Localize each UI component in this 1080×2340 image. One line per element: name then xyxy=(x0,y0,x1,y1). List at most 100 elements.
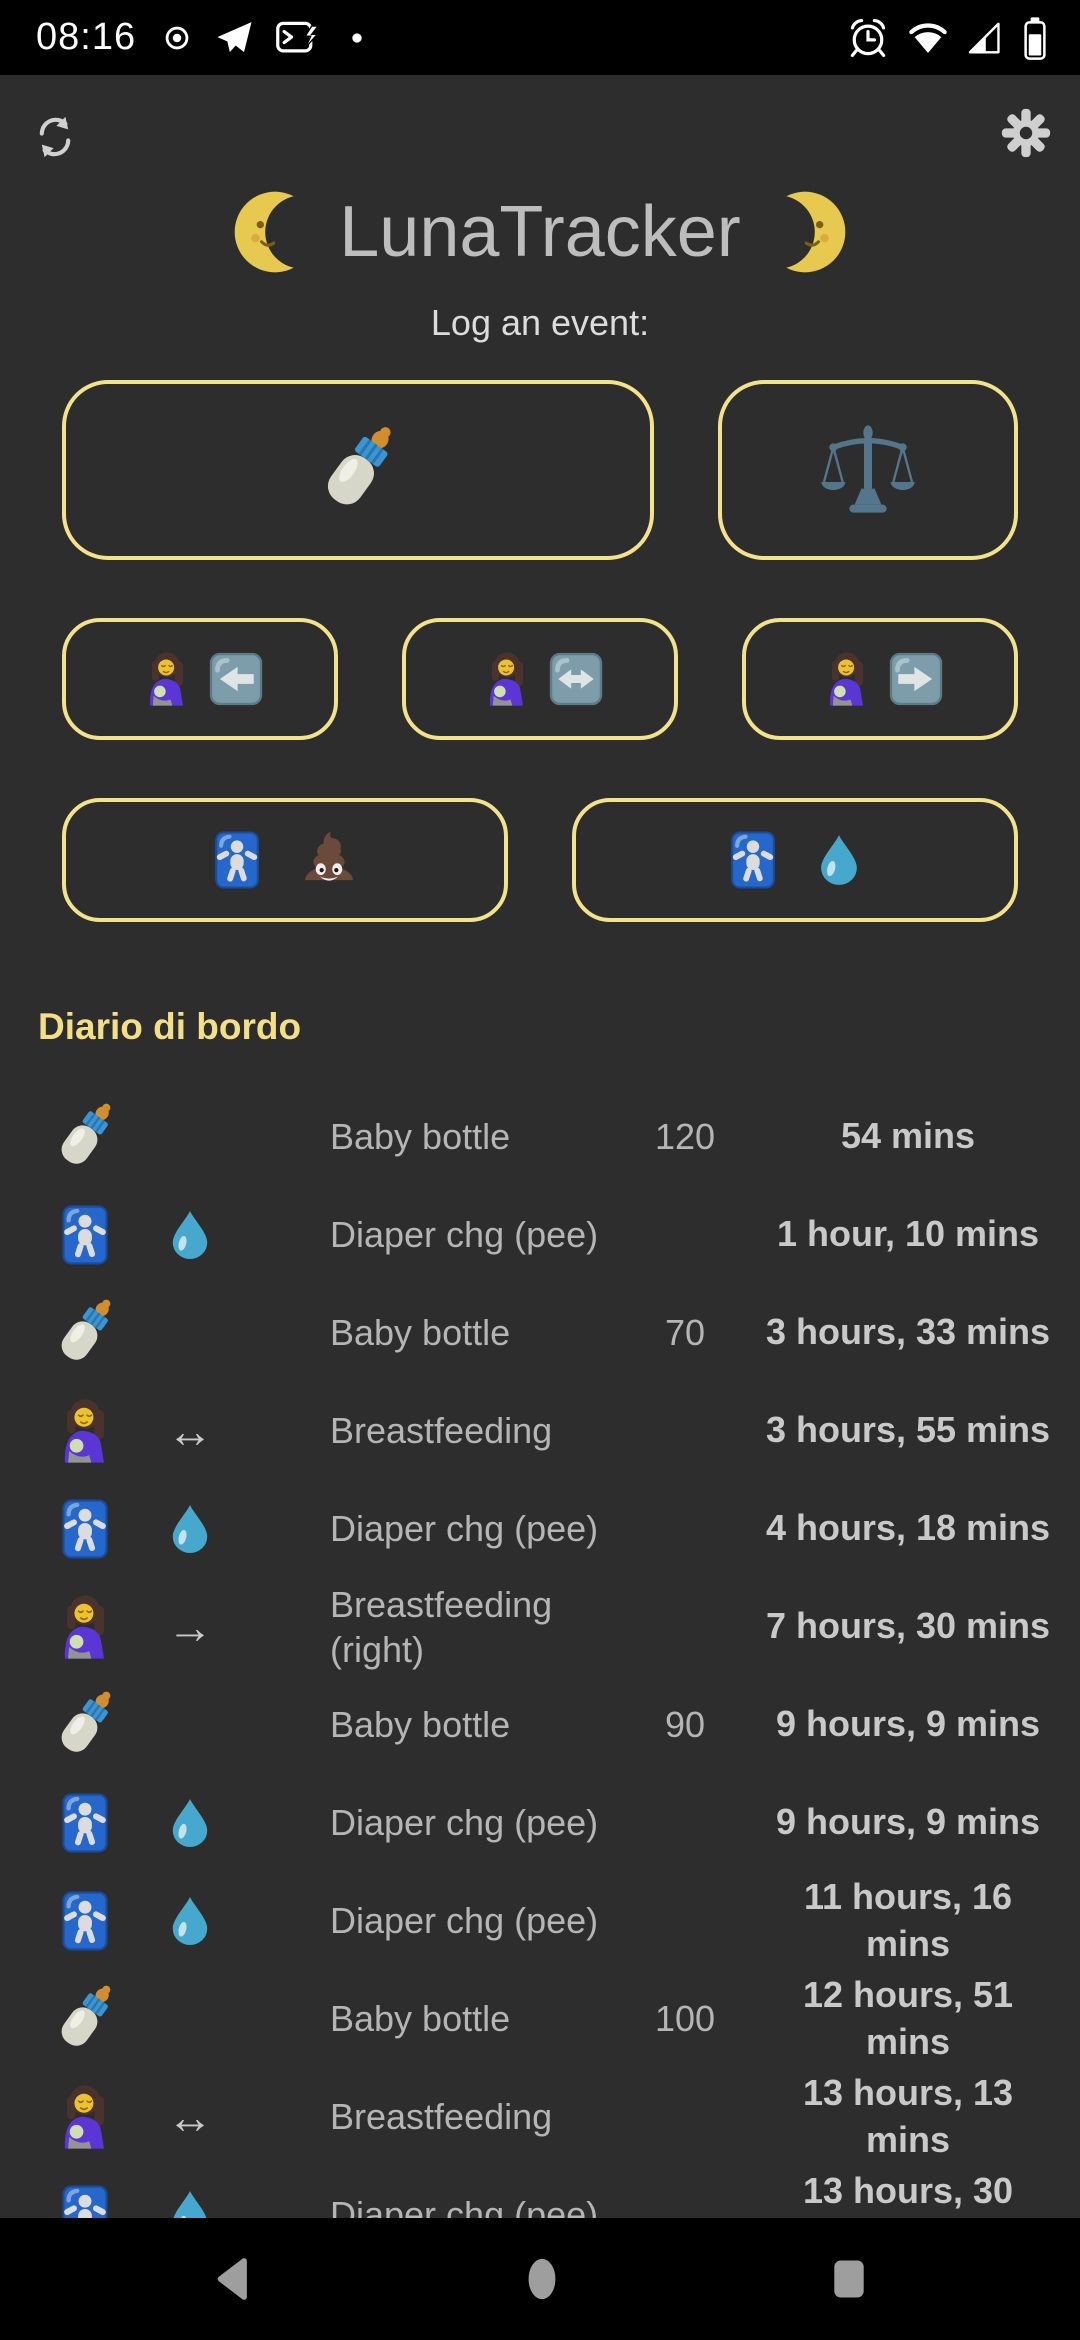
baby-bottle-icon xyxy=(43,1095,127,1179)
log-entry-icon-cell xyxy=(40,1977,130,2061)
baby-bottle-icon xyxy=(43,1291,127,1375)
baby-bottle-icon xyxy=(304,416,412,524)
event-elapsed-time: 3 hours, 55 mins xyxy=(765,1409,1051,1451)
log-entry-secondary-icon-cell: → xyxy=(130,1604,250,1650)
baby-symbol-icon xyxy=(54,1199,116,1271)
event-elapsed-time: 54 mins xyxy=(840,1115,976,1157)
log-entry-row[interactable]: ↔ Breastfeeding 3 hours, 55 mins xyxy=(0,1382,1080,1480)
nav-back-icon[interactable] xyxy=(208,2251,258,2307)
app-title: LunaTracker xyxy=(0,184,1080,280)
log-entry-row[interactable]: Baby bottle 70 3 hours, 33 mins xyxy=(0,1284,1080,1382)
droplet-icon xyxy=(163,1494,217,1564)
log-entry-secondary-icon-cell: ↔ xyxy=(130,2094,250,2140)
baby-bottle-icon xyxy=(43,1683,127,1767)
terminal-flash-notification-icon xyxy=(274,16,320,60)
settings-gear-icon[interactable] xyxy=(998,105,1054,161)
log-entry-row[interactable]: → Breastfeeding (right) 7 hours, 30 mins xyxy=(0,1578,1080,1676)
event-name: Breastfeeding xyxy=(330,1410,553,1452)
event-button-row xyxy=(62,379,1018,560)
notification-dot-icon xyxy=(350,31,364,45)
baby-symbol-icon xyxy=(54,1885,116,1957)
arrow-both-icon: ↔ xyxy=(167,1404,213,1457)
event-quantity: 70 xyxy=(664,1311,706,1353)
droplet-icon xyxy=(811,825,867,895)
log-entry-row[interactable]: Diaper chg (pee) 4 hours, 18 mins xyxy=(0,1480,1080,1578)
arrow-right-icon: → xyxy=(167,1600,213,1653)
event-elapsed-time: 9 hours, 9 mins xyxy=(775,1703,1041,1745)
baby-symbol-icon xyxy=(207,825,267,895)
droplet-icon xyxy=(163,1886,217,1956)
breastfeeding-icon xyxy=(135,647,199,711)
log-entry-icon-cell xyxy=(40,2079,130,2155)
event-name: Diaper chg (pee) xyxy=(330,1802,599,1844)
status-bar-right xyxy=(846,14,1050,62)
android-nav-bar xyxy=(0,2218,1080,2340)
log-entry-row[interactable]: Baby bottle 90 9 hours, 9 mins xyxy=(0,1676,1080,1774)
event-elapsed-time: 13 hours, 13 mins xyxy=(802,2072,1014,2160)
log-breastfeeding-right-button[interactable] xyxy=(742,617,1018,740)
record-dot-icon xyxy=(160,21,194,55)
event-quantity: 90 xyxy=(664,1703,706,1745)
log-entry-row[interactable]: Diaper chg (pee) 11 hours, 16 mins xyxy=(0,1872,1080,1970)
breastfeeding-icon xyxy=(47,2079,123,2155)
clock-time: 08:16 xyxy=(36,16,137,58)
baby-bottle-icon xyxy=(43,1977,127,2061)
log-bottle-feed-button[interactable] xyxy=(62,379,654,560)
event-elapsed-time: 1 hour, 10 mins xyxy=(776,1213,1040,1255)
log-entry-icon-cell xyxy=(40,1493,130,1565)
event-buttons-section xyxy=(0,379,1080,922)
event-elapsed-time: 9 hours, 9 mins xyxy=(775,1801,1041,1843)
event-name: Diaper chg (pee) xyxy=(330,1508,599,1550)
event-elapsed-time: 12 hours, 51 mins xyxy=(802,1974,1014,2062)
log-entry-row[interactable]: Diaper chg (pee) 9 hours, 9 mins xyxy=(0,1774,1080,1872)
event-name: Baby bottle xyxy=(330,1116,511,1158)
event-button-row xyxy=(62,617,1018,740)
balance-scale-icon xyxy=(820,422,916,518)
event-elapsed-time: 11 hours, 16 mins xyxy=(803,1876,1013,1964)
log-heading: Diario di bordo xyxy=(38,1005,302,1047)
wifi-icon xyxy=(906,18,950,58)
log-entry-secondary-icon-cell: ↔ xyxy=(130,1408,250,1454)
droplet-icon xyxy=(163,1788,217,1858)
breastfeeding-icon xyxy=(475,647,539,711)
log-entry-secondary-icon-cell xyxy=(130,1200,250,1270)
log-entry-icon-cell xyxy=(40,1393,130,1469)
log-entry-icon-cell xyxy=(40,1291,130,1375)
event-elapsed-time: 4 hours, 18 mins xyxy=(765,1507,1051,1549)
log-entry-row[interactable]: ↔ Breastfeeding 13 hours, 13 mins xyxy=(0,2068,1080,2166)
log-breastfeeding-both-button[interactable] xyxy=(402,617,678,740)
cell-signal-icon xyxy=(966,19,1004,57)
event-name: Diaper chg (pee) xyxy=(330,1214,599,1256)
event-quantity: 120 xyxy=(654,1115,716,1157)
log-weight-button[interactable] xyxy=(718,379,1018,560)
log-entry-icon-cell xyxy=(40,1095,130,1179)
log-entry-row[interactable]: Diaper chg (pee) 1 hour, 10 mins xyxy=(0,1186,1080,1284)
app-title-text: LunaTracker xyxy=(339,192,741,273)
moon-face-right-icon xyxy=(761,188,849,276)
breastfeeding-icon xyxy=(47,1589,123,1665)
baby-symbol-icon xyxy=(54,1787,116,1859)
log-entry-icon-cell xyxy=(40,1589,130,1665)
log-breastfeeding-left-button[interactable] xyxy=(62,617,338,740)
log-entry-row[interactable]: Baby bottle 120 54 mins xyxy=(0,1088,1080,1186)
status-bar: 08:16 xyxy=(0,0,1080,75)
breastfeeding-icon xyxy=(815,647,879,711)
log-diaper-poop-button[interactable] xyxy=(62,797,508,922)
arrow-both-square-icon xyxy=(547,650,605,708)
nav-recents-icon[interactable] xyxy=(826,2252,872,2306)
event-elapsed-time: 7 hours, 30 mins xyxy=(765,1605,1051,1647)
log-entry-secondary-icon-cell xyxy=(130,1494,250,1564)
arrow-left-square-icon xyxy=(207,650,265,708)
baby-symbol-icon xyxy=(54,1493,116,1565)
event-name: Baby bottle xyxy=(330,1704,511,1746)
log-diaper-pee-button[interactable] xyxy=(572,797,1018,922)
log-entry-row[interactable]: Baby bottle 100 12 hours, 51 mins xyxy=(0,1970,1080,2068)
event-name: Diaper chg (pee) xyxy=(330,1900,599,1942)
baby-symbol-icon xyxy=(723,825,783,895)
sync-icon[interactable] xyxy=(30,111,80,163)
telegram-notification-icon xyxy=(214,18,254,58)
droplet-icon xyxy=(163,1200,217,1270)
nav-home-icon[interactable] xyxy=(520,2246,564,2312)
log-entry-secondary-icon-cell xyxy=(130,1886,250,1956)
